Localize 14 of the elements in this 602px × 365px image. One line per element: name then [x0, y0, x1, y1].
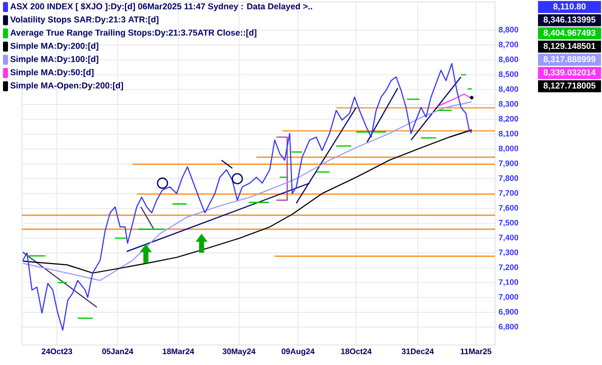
legend-label: Simple MA:Dy:50:[d]	[10, 69, 94, 77]
legend-label: Volatility Stops SAR:Dy:21:3 ATR:[d]	[10, 16, 158, 24]
text: 8,129.148501	[544, 42, 596, 50]
text: 8,339.032014	[544, 69, 596, 77]
text: 8,346.133995	[544, 16, 596, 24]
text: 8,317.888999	[544, 56, 596, 64]
text: 8,404.967493	[544, 30, 596, 38]
text: 8,127.718005	[544, 82, 596, 90]
legend-label: ASX 200 INDEX [ $XJO ]:Dy:[d] 06Mar2025 11:47 Sydney : Data Delayed >..	[10, 2, 312, 12]
text: 8,110.80	[553, 3, 586, 11]
legend-label: Simple MA:Dy:200:[d]	[10, 42, 98, 51]
legend-label: Average True Range Trailing Stops:Dy:21:3.75ATR Close::[d]	[10, 29, 256, 38]
legend-label: Simple MA:Dy:100:[d]	[10, 56, 98, 64]
legend-label: Simple MA-Open:Dy:200:[d]	[10, 82, 124, 90]
